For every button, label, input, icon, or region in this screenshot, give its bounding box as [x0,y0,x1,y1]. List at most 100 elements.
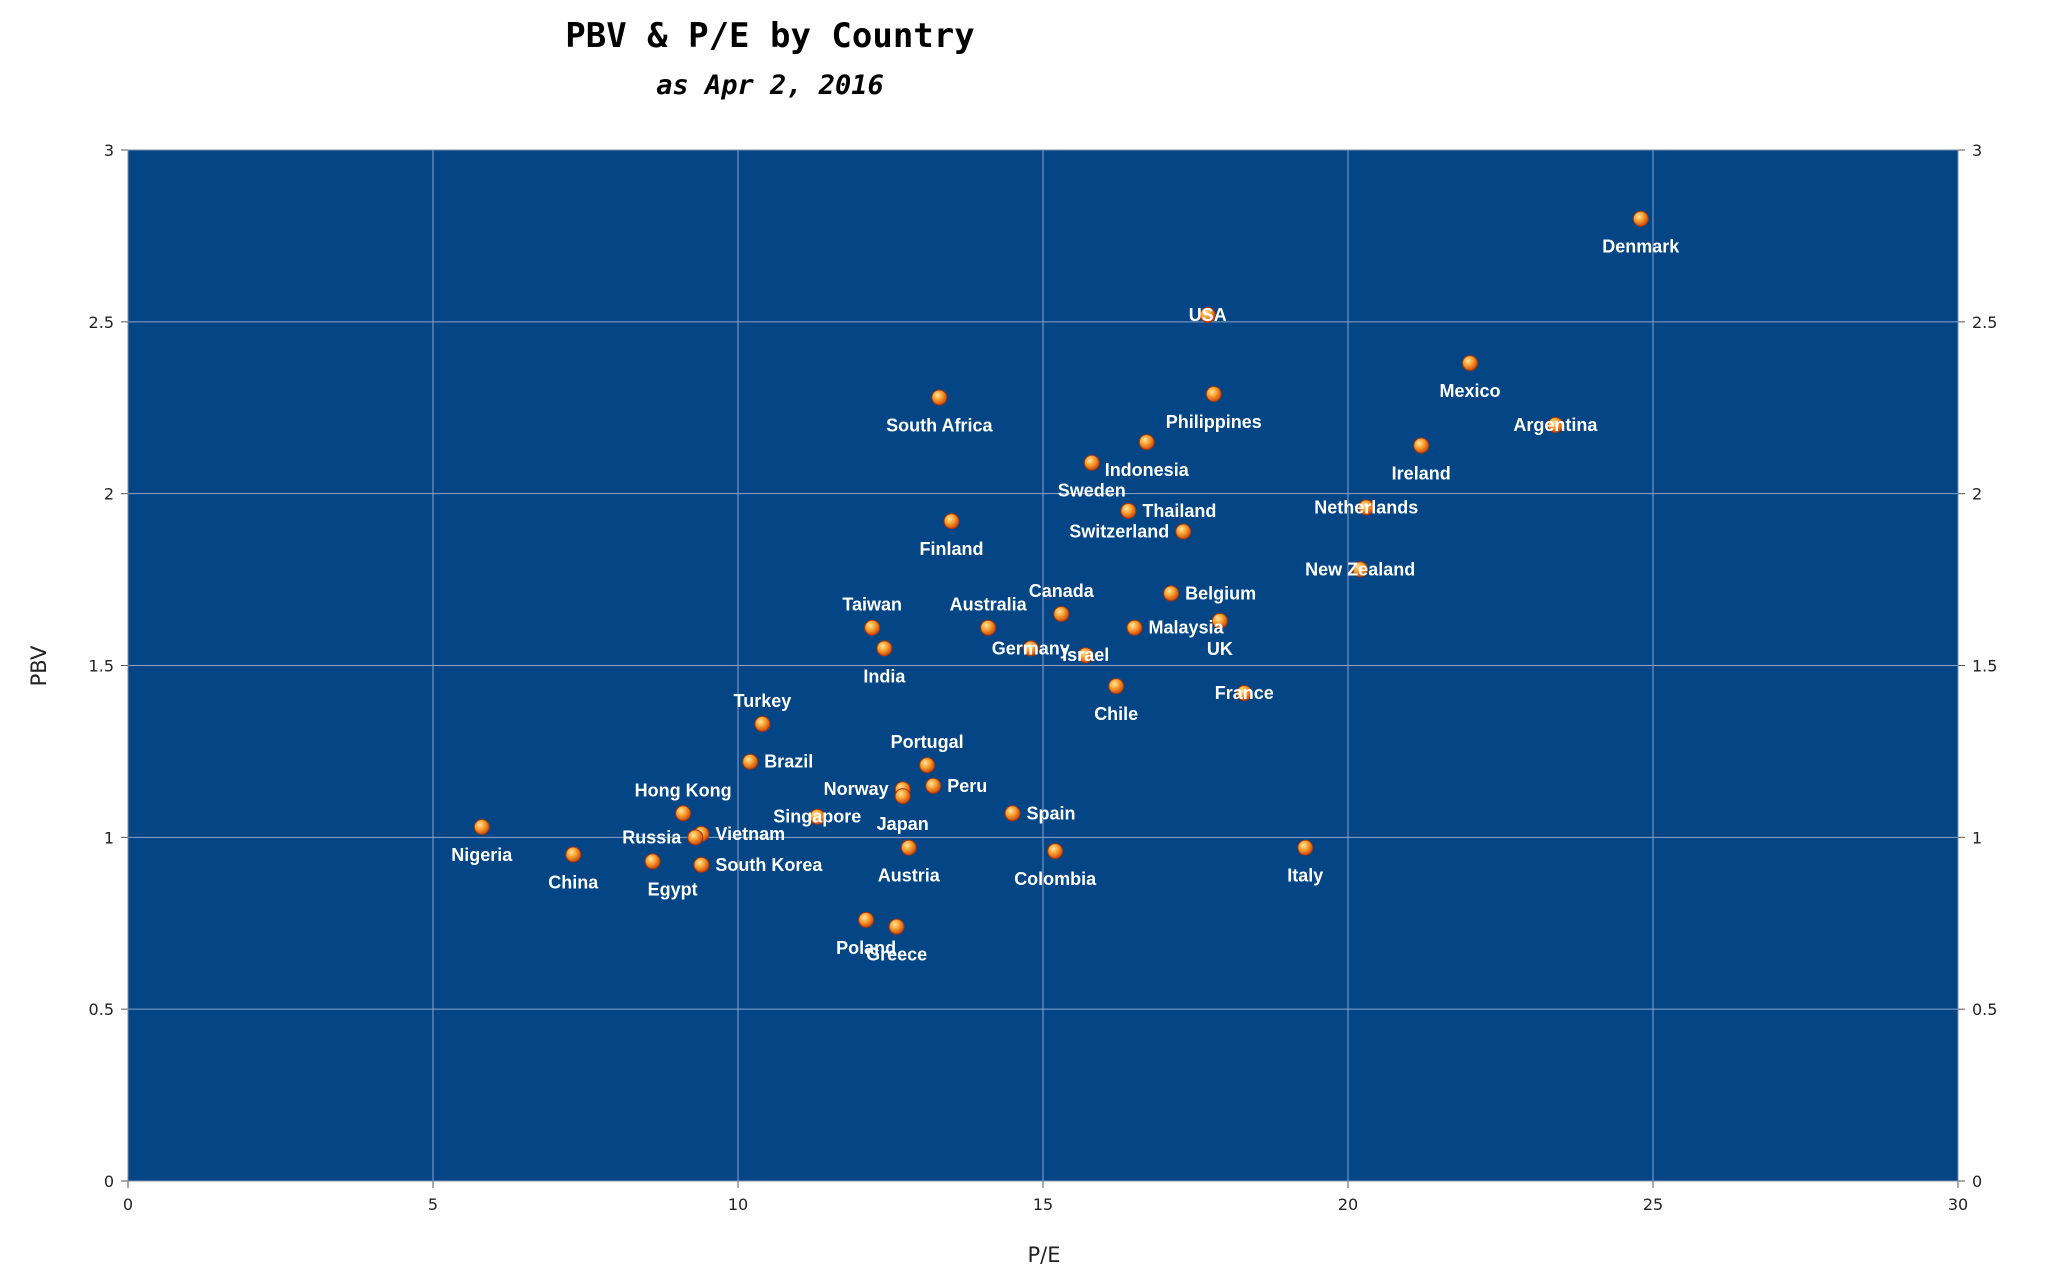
data-point-chile [1108,678,1125,695]
data-point-finland [943,513,960,530]
data-point-israel [1077,647,1094,664]
point-label-south-africa: South Africa [886,415,993,435]
point-label-nigeria: Nigeria [451,845,513,865]
point-label-denmark: Denmark [1602,237,1680,257]
data-point-philippines [1205,386,1222,403]
data-point-south-africa [931,389,948,406]
data-point-canada [1053,605,1070,622]
data-point-new-zealand [1352,561,1369,578]
y-tick-label-right: 0.5 [1972,1000,1997,1019]
point-label-vietnam: Vietnam [715,824,785,844]
point-label-philippines: Philippines [1166,412,1262,432]
data-point-denmark [1632,210,1649,227]
point-label-italy: Italy [1287,866,1323,886]
data-point-thailand [1120,502,1137,519]
y-tick-label-right: 1 [1972,828,1982,847]
x-tick-label: 20 [1338,1195,1358,1214]
data-point-turkey [754,715,771,732]
plot-border [127,149,1959,1182]
point-label-germany: Germany [992,638,1070,658]
data-point-usa [1199,306,1216,323]
data-point-china [565,846,582,863]
point-label-turkey: Turkey [734,691,792,711]
x-tick-label: 30 [1948,1195,1968,1214]
point-label-chile: Chile [1094,704,1138,724]
data-point-egypt [644,853,661,870]
y-tick-label-right: 2.5 [1972,313,1997,332]
data-point-argentina [1547,416,1564,433]
point-label-egypt: Egypt [648,879,698,899]
y-tick-label-right: 3 [1972,141,1982,160]
point-label-poland: Poland [836,938,896,958]
data-point-france [1236,684,1253,701]
data-point-australia [980,619,997,636]
point-label-china: China [548,873,599,893]
point-label-malaysia: Malaysia [1149,618,1225,638]
data-point-netherlands [1358,499,1375,516]
data-point-peru [925,777,942,794]
data-point-mexico [1462,355,1478,372]
y-tick-label-right: 1.5 [1972,657,1997,676]
data-point-poland [858,911,875,928]
point-label-singapore: Singapore [773,807,861,827]
data-point-uk [1211,612,1228,629]
tick-labels: 0 5 10 15 20 25 300 00.5 0.51 11.5 1.52 22.5 2.53 3 [89,141,1998,1214]
point-label-ireland: Ireland [1392,464,1451,484]
x-tick-label: 25 [1643,1195,1663,1214]
data-point-malaysia [1126,619,1143,636]
point-label-greece: Greece [866,945,927,965]
data-point-portugal [919,757,936,774]
y-tick-label-left: 1 [104,828,114,847]
y-tick-label-left: 0.5 [89,1000,114,1019]
point-label-switzerland: Switzerland [1069,521,1169,541]
point-label-hong-kong: Hong Kong [635,780,732,800]
chart-subtitle: as Apr 2, 2016 [656,70,884,101]
point-label-taiwan: Taiwan [842,595,902,615]
point-label-sweden: Sweden [1058,481,1126,501]
point-label-israel: Israel [1062,645,1109,665]
point-label-portugal: Portugal [891,732,964,752]
point-label-usa: USA [1189,305,1227,325]
point-label-mexico: Mexico [1439,381,1500,401]
point-label-austria: Austria [878,866,941,886]
data-point-nigeria [473,819,490,836]
data-point-singapore [809,808,826,825]
x-axis-title: P/E [1027,1243,1060,1266]
point-label-belgium: Belgium [1185,583,1256,603]
point-label-south-korea: South Korea [715,855,823,875]
y-tick-label-left: 2.5 [89,313,114,332]
point-label-peru: Peru [947,776,987,796]
data-point-hong-kong [675,805,692,822]
point-label-australia: Australia [950,595,1028,615]
data-point-south-korea [693,856,710,873]
point-labels: Denmark USA Mexico Philippines South Africa A… [451,237,1680,965]
y-axis-title: PBV [27,645,51,686]
data-point-taiwan [864,619,881,636]
point-label-thailand: Thailand [1142,501,1216,521]
data-point-austria [900,839,917,856]
x-tick-label: 5 [428,1195,438,1214]
point-label-argentina: Argentina [1513,415,1598,435]
y-tick-label-right: 0 [1972,1172,1982,1191]
x-tick-label: 10 [728,1195,748,1214]
data-point-spain [1004,805,1021,822]
point-label-brazil: Brazil [764,752,813,772]
y-tick-label-right: 2 [1972,485,1982,504]
data-point-greece [888,918,905,935]
data-point-belgium [1163,585,1180,602]
data-point-sweden [1083,454,1100,471]
point-label-canada: Canada [1029,581,1095,601]
data-point-brazil [742,753,759,770]
data-point-italy [1297,839,1314,856]
data-point-indonesia [1138,434,1155,451]
data-point-colombia [1047,843,1064,860]
point-label-netherlands: Netherlands [1314,497,1418,517]
point-label-new-zealand: New Zealand [1305,559,1415,579]
x-tick-label: 0 [123,1195,133,1214]
point-label-spain: Spain [1027,803,1076,823]
point-label-russia: Russia [622,827,682,847]
data-point-russia [687,829,704,846]
chart-title: PBV & P/E by Country [565,16,974,56]
point-label-india: India [863,666,906,686]
